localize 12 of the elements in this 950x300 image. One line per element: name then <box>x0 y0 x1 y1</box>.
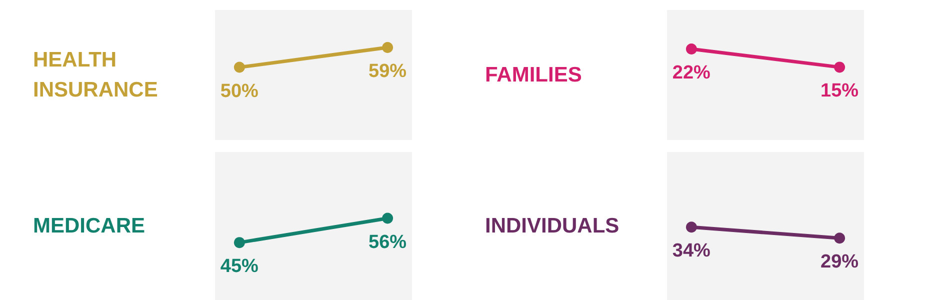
text: FAMILIES <box>485 64 582 86</box>
data-label: 29% <box>820 252 859 273</box>
text: INDIVIDUALS <box>485 214 620 238</box>
data-label: 50% <box>220 80 259 102</box>
data-label: 22% <box>672 62 711 84</box>
text: HEALTH INSURANCE <box>33 48 158 102</box>
data-label: 56% <box>368 232 407 253</box>
data-label: 15% <box>820 80 859 102</box>
data-label: 45% <box>220 256 259 278</box>
text: MEDICARE <box>33 214 146 238</box>
data-label: 59% <box>368 60 407 82</box>
data-label: 34% <box>672 240 711 262</box>
